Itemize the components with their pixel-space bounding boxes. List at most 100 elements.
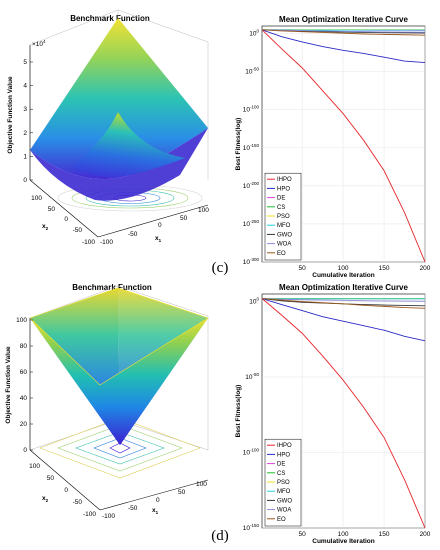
x2-axis-label: x2: [42, 495, 49, 503]
z-tick-label: 1: [23, 153, 27, 160]
y-tick-label: 10-50: [245, 372, 259, 381]
y-tick-label: 10-300: [243, 257, 260, 266]
surface-axes: [29, 318, 209, 511]
z-tick-label: 40: [20, 395, 28, 402]
svg-text:50: 50: [180, 215, 188, 222]
y-tick-label: 100: [249, 29, 259, 38]
z-axis-label: Objective Function Value: [7, 76, 14, 154]
surface-title: Benchmark Function: [72, 283, 152, 292]
legend-entry: EO: [277, 517, 286, 523]
legend-entry: CS: [277, 471, 285, 477]
y-tick-label: 10-150: [243, 523, 260, 532]
series-line-woa: [261, 29, 426, 33]
panel-label-d: (d): [211, 528, 229, 544]
x2-axis-label: x2: [42, 223, 49, 231]
surface-inner-ridge: [70, 112, 185, 178]
series-line-ihpo: [261, 29, 426, 263]
legend-entry: MFO: [277, 489, 291, 495]
z-tick-label: 3: [23, 106, 27, 113]
x-tick-label: 100: [338, 265, 349, 272]
x-tick-label: 50: [299, 265, 307, 272]
legend-entry: GWO: [277, 498, 292, 504]
surface-front-face: [30, 128, 208, 201]
series-line-eo: [261, 29, 426, 36]
svg-text:-100: -100: [100, 239, 113, 246]
panel-label-c: (c): [212, 260, 229, 276]
legend-box: [264, 438, 302, 527]
y-tick-label: 10-50: [245, 67, 259, 76]
svg-text:100: 100: [31, 195, 42, 202]
svg-text:-50: -50: [73, 499, 83, 506]
x1-axis-label: x1: [152, 507, 159, 515]
y-tick-label: 10-250: [243, 219, 260, 228]
legend-entry: GWO: [277, 232, 292, 238]
series-line-hpo: [261, 298, 426, 342]
svg-text:0: 0: [156, 497, 160, 504]
surface-axes: [29, 45, 209, 238]
svg-text:100: 100: [196, 481, 207, 488]
surface-title: Benchmark Function: [70, 14, 150, 23]
z-tick-label: 100: [16, 317, 27, 324]
x1-tick-labels: -100 -50 0 50 100: [102, 481, 207, 520]
y-tick-label: 10-150: [243, 143, 260, 152]
z-tick-label: 2: [23, 130, 27, 137]
svg-text:50: 50: [47, 475, 55, 482]
x1-tick-labels: -100 -50 0 50 100: [100, 207, 209, 246]
x-tick-label: 150: [379, 531, 390, 538]
y-tick-label: 10-100: [243, 105, 260, 114]
z-tick-label: 0: [23, 177, 27, 184]
svg-text:50: 50: [48, 206, 56, 213]
svg-text:-100: -100: [82, 239, 95, 246]
svg-text:-100: -100: [102, 513, 115, 520]
svg-text:50: 50: [178, 489, 186, 496]
series-line-eo: [261, 298, 426, 309]
y-tick-label: 10-200: [243, 181, 260, 190]
legend-entry: MFO: [277, 223, 291, 229]
x-tick-label: 200: [420, 531, 431, 538]
legend-entry: DE: [277, 462, 285, 468]
legend-entry: DE: [277, 196, 285, 202]
x-axis-label: Cumulative Iteration: [312, 538, 375, 545]
z-exponent: ×104: [32, 39, 46, 48]
y-tick-label: 10-100: [243, 448, 260, 457]
chart-title: Mean Optimization Iterative Curve: [279, 15, 408, 24]
legend-entry: CS: [277, 205, 285, 211]
series-line-ihpo: [261, 298, 426, 529]
surface-back-face: [30, 18, 208, 180]
pyramid-front-right: [100, 318, 208, 445]
svg-text:0: 0: [64, 216, 68, 223]
z-tick-label: 5: [23, 59, 27, 66]
y-axis-label: Best Fitness(log): [235, 118, 242, 171]
y-axis-label: Best Fitness(log): [235, 385, 242, 438]
chart-title: Mean Optimization Iterative Curve: [279, 283, 408, 292]
svg-text:-50: -50: [128, 505, 138, 512]
legend-entry: IHPO: [277, 443, 292, 449]
z-tick-label: 80: [20, 343, 28, 350]
svg-text:100: 100: [198, 207, 209, 214]
legend-entry: PSO: [277, 480, 290, 486]
x1-axis-label: x1: [155, 235, 162, 243]
svg-text:0: 0: [64, 487, 68, 494]
z-tick-label: 60: [20, 369, 28, 376]
svg-text:-100: -100: [83, 511, 96, 518]
x-tick-label: 100: [338, 531, 349, 538]
svg-text:100: 100: [29, 463, 40, 470]
pyramid-front-left: [30, 318, 120, 445]
svg-text:-50: -50: [128, 231, 138, 238]
x2-tick-labels: 100 50 0 -50 -100: [31, 195, 95, 246]
z-tick-label: 0: [23, 447, 27, 454]
series-line-woa: [261, 298, 426, 302]
x-tick-label: 150: [379, 265, 390, 272]
y-tick-label: 100: [249, 297, 259, 306]
legend-box: [264, 172, 302, 261]
x-tick-label: 50: [299, 531, 307, 538]
legend-entry: PSO: [277, 214, 290, 220]
z-tick-label: 4: [23, 83, 27, 90]
legend-entry: HPO: [277, 452, 290, 458]
legend-entry: WOA: [277, 508, 291, 514]
legend-entry: EO: [277, 251, 286, 257]
legend-entry: HPO: [277, 186, 290, 192]
pyramid-rim: [29, 287, 209, 386]
